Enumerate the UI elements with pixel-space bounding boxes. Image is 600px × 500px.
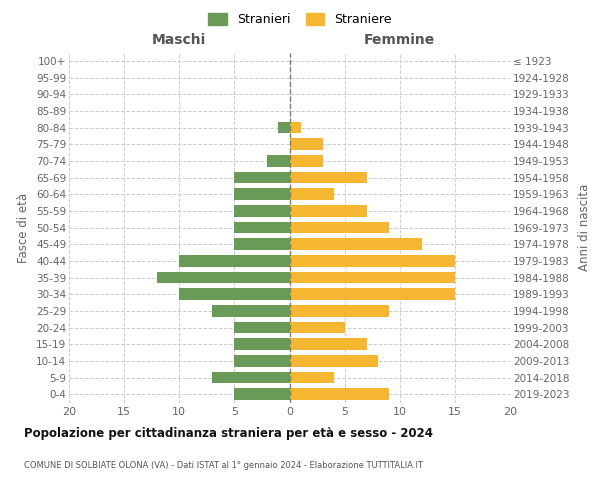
- Bar: [290, 388, 389, 400]
- Legend: Stranieri, Straniere: Stranieri, Straniere: [202, 6, 398, 32]
- Bar: [235, 322, 290, 334]
- Bar: [290, 122, 301, 134]
- Bar: [235, 355, 290, 366]
- Y-axis label: Anni di nascita: Anni di nascita: [578, 184, 591, 271]
- Y-axis label: Fasce di età: Fasce di età: [17, 192, 31, 262]
- Bar: [290, 338, 367, 350]
- Bar: [290, 272, 455, 283]
- Bar: [290, 255, 455, 266]
- Bar: [235, 172, 290, 183]
- Bar: [290, 205, 367, 216]
- Bar: [235, 188, 290, 200]
- Bar: [212, 372, 290, 384]
- Text: COMUNE DI SOLBIATE OLONA (VA) - Dati ISTAT al 1° gennaio 2024 - Elaborazione TUT: COMUNE DI SOLBIATE OLONA (VA) - Dati IST…: [24, 460, 423, 469]
- Bar: [290, 238, 422, 250]
- Bar: [290, 305, 389, 316]
- Bar: [290, 355, 378, 366]
- Text: Femmine: Femmine: [364, 34, 436, 48]
- Text: Popolazione per cittadinanza straniera per età e sesso - 2024: Popolazione per cittadinanza straniera p…: [24, 428, 433, 440]
- Bar: [290, 172, 367, 183]
- Bar: [290, 188, 334, 200]
- Bar: [278, 122, 290, 134]
- Text: Maschi: Maschi: [152, 34, 206, 48]
- Bar: [290, 372, 334, 384]
- Bar: [290, 222, 389, 234]
- Bar: [157, 272, 290, 283]
- Bar: [290, 288, 455, 300]
- Bar: [179, 255, 290, 266]
- Bar: [179, 288, 290, 300]
- Bar: [290, 322, 344, 334]
- Bar: [235, 388, 290, 400]
- Bar: [235, 205, 290, 216]
- Bar: [212, 305, 290, 316]
- Bar: [235, 238, 290, 250]
- Bar: [235, 338, 290, 350]
- Bar: [290, 155, 323, 166]
- Bar: [290, 138, 323, 150]
- Bar: [268, 155, 290, 166]
- Bar: [235, 222, 290, 234]
